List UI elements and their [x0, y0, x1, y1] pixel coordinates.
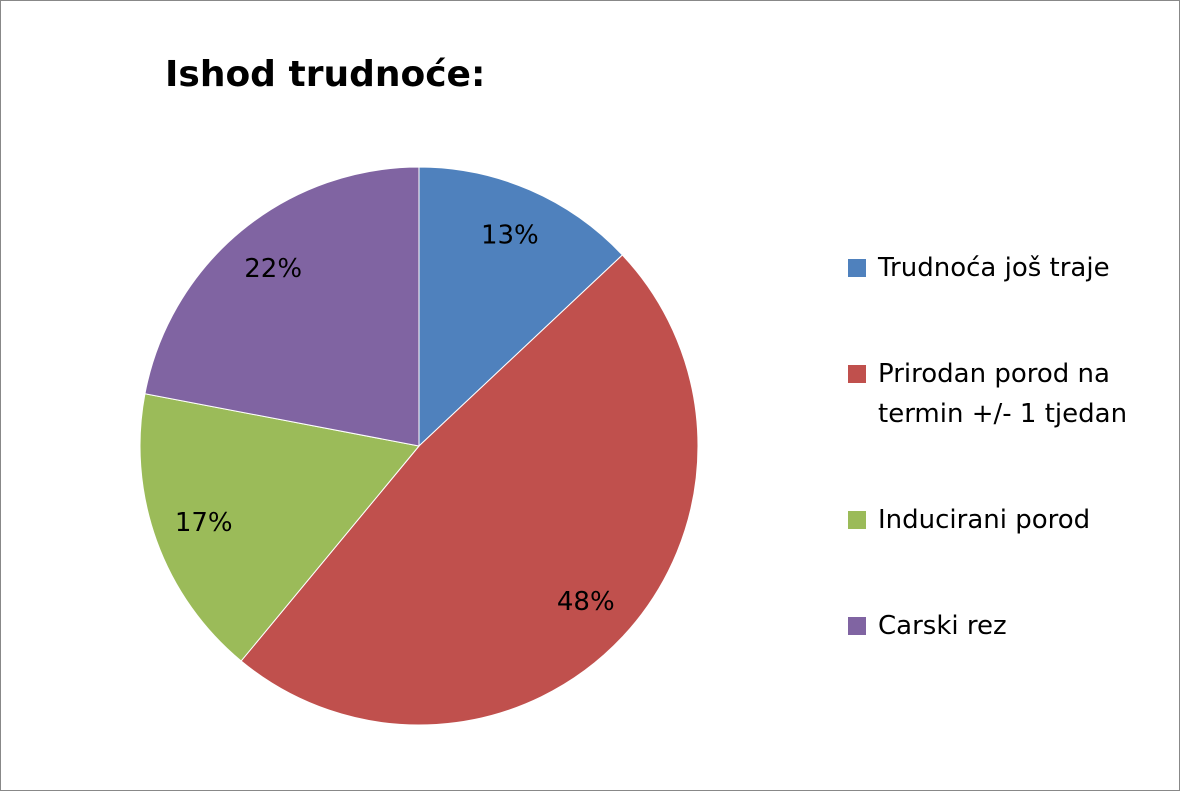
legend-line: Prirodan porod na [878, 359, 1110, 389]
pie-slice [139, 393, 420, 662]
pie-slice [418, 166, 624, 448]
pie-slice [240, 254, 699, 726]
legend-swatch [848, 617, 866, 635]
legend-label: Carski rez [878, 611, 1007, 641]
data-label: 22% [244, 254, 302, 284]
data-label: 13% [481, 221, 539, 251]
legend-label: Trudnoća još traje [877, 253, 1110, 283]
legend-swatch [848, 259, 866, 277]
legend-swatch [848, 511, 866, 529]
legend-label: Inducirani porod [878, 505, 1090, 535]
legend-line: Carski rez [878, 611, 1007, 641]
legend-line: Trudnoća još traje [877, 253, 1110, 283]
legend-line: termin +/- 1 tjedan [878, 399, 1127, 429]
data-label: 17% [175, 508, 233, 538]
legend-swatch [848, 365, 866, 383]
legend-line: Inducirani porod [878, 505, 1090, 535]
chart-title: Ishod trudnoće: [165, 54, 485, 95]
legend-label: Prirodan porod na termin +/- 1 tjedan [878, 359, 1127, 429]
data-label: 48% [557, 587, 615, 617]
pie-slice [144, 166, 420, 447]
